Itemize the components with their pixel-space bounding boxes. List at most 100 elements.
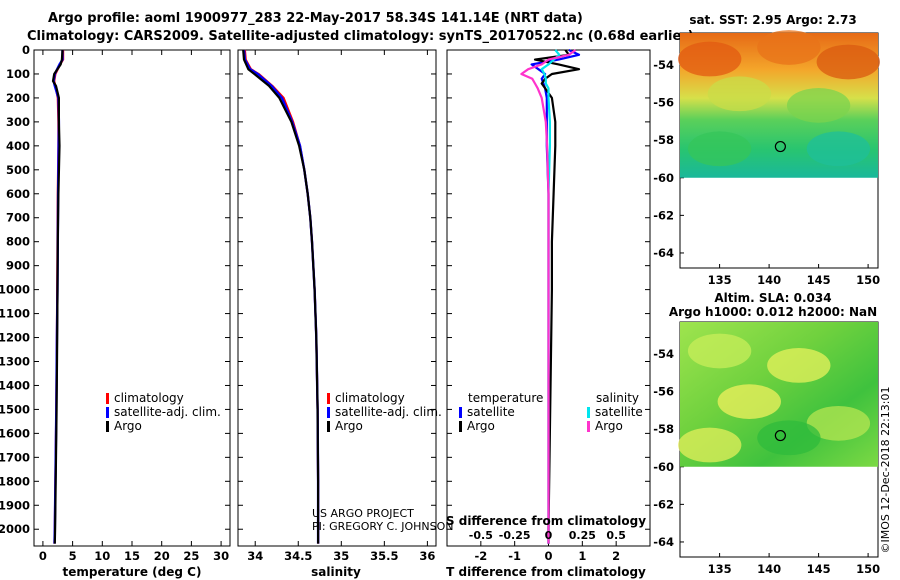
temperature-legend-satellite-swatch: [106, 407, 109, 418]
salinity-satellite-adj--clim--line: [242, 49, 320, 544]
depth-tick-label: 400: [6, 139, 30, 153]
profile-frame-1: [33, 49, 231, 547]
salinity-legend-satellite-label: satellite-adj. clim.: [335, 405, 442, 419]
sla-map-texture: [767, 348, 831, 383]
difference-legend-s-satellite-swatch: [587, 407, 590, 418]
salinity-argo-line: [242, 49, 320, 544]
sla-map-texture: [717, 384, 781, 419]
temperature-legend-argo-swatch: [106, 421, 109, 432]
depth-tick-label: 1000: [0, 283, 30, 297]
temperature-legend-satellite-label: satellite-adj. clim.: [114, 405, 221, 419]
sla-map-lat-tick-label: -62: [653, 497, 674, 511]
temperature-x-tick-label: 15: [124, 549, 140, 563]
depth-tick-label: 1900: [0, 498, 30, 512]
pi-annotation: PI: GREGORY C. JOHNSON: [312, 520, 453, 533]
depth-tick-label: 0: [22, 43, 30, 57]
depth-tick-label: 900: [6, 259, 30, 273]
salinity-legend-satellite-swatch: [327, 407, 330, 418]
sst-map-texture: [806, 131, 871, 167]
difference-t-tick-label: 2: [612, 549, 620, 563]
climatology-title: Climatology: CARS2009. Satellite-adjuste…: [27, 29, 694, 44]
sst-map-texture: [757, 30, 821, 65]
sla-map-texture: [757, 420, 821, 456]
sla-map-title-2: Argo h1000: 0.012 h2000: NaN: [669, 305, 877, 319]
sst-map-texture: [678, 41, 742, 77]
legend-salinity-title: salinity: [596, 391, 639, 405]
temperature-argo-line: [51, 49, 64, 544]
depth-tick-label: 100: [6, 67, 30, 81]
sst-map-texture: [816, 44, 880, 80]
legend-temperature-title: temperature: [468, 391, 543, 405]
difference-legend-t-satellite-label: satellite: [467, 405, 515, 419]
sst-map-lat-tick-label: -58: [653, 133, 674, 147]
depth-tick-label: 600: [6, 187, 30, 201]
sst-map-lon-tick-label: 140: [757, 273, 781, 287]
temperature-x-tick-label: 10: [94, 549, 110, 563]
difference-s-tick-label: -0.5: [469, 529, 493, 542]
salinity-x-tick-label: 36: [419, 549, 435, 563]
sst-map-texture: [786, 88, 851, 123]
depth-tick-label: 1200: [0, 331, 30, 345]
sla-map-lat-tick-label: -54: [653, 347, 674, 361]
sla-map-texture: [806, 405, 871, 441]
difference-s-tick-label: -0.25: [499, 529, 531, 542]
difference-s-tick-label: 0.5: [606, 529, 626, 542]
difference-top-xlabel: S difference from climatology: [446, 514, 646, 528]
profile-frame-2: [237, 49, 437, 547]
sla-map-lat-tick-label: -64: [653, 535, 674, 549]
temperature-x-tick-label: 25: [183, 549, 199, 563]
depth-tick-label: 800: [6, 235, 30, 249]
salinity-x-tick-label: 35: [333, 549, 349, 563]
temperature-xlabel: temperature (deg C): [63, 565, 202, 579]
salinity-x-tick-label: 34.5: [284, 549, 312, 563]
sst-map-lon-tick-label: 135: [708, 273, 732, 287]
sst-map-lat-tick-label: -60: [653, 171, 674, 185]
difference-s-tick-label: 0.25: [569, 529, 596, 542]
sst-map-texture: [707, 76, 772, 112]
sla-map-lat-tick-label: -60: [653, 460, 674, 474]
difference-s-tick-label: 0: [545, 529, 553, 542]
sla-map-title-1: Altim. SLA: 0.034: [714, 291, 831, 305]
difference-legend-t-satellite-swatch: [459, 407, 462, 418]
sla-map-texture: [687, 333, 752, 369]
salinity-legend-argo-label: Argo: [335, 419, 363, 433]
sla-map-lon-tick-label: 150: [856, 562, 880, 576]
salinity-legend-climatology-label: climatology: [335, 391, 405, 405]
depth-tick-label: 300: [6, 115, 30, 129]
depth-tick-label: 200: [6, 91, 30, 105]
depth-tick-label: 1500: [0, 402, 30, 416]
depth-tick-label: 700: [6, 211, 30, 225]
depth-tick-label: 1300: [0, 354, 30, 368]
difference-xlabel: T difference from climatology: [446, 565, 646, 579]
imos-timestamp: ©IMOS 12-Dec-2018 22:13:01: [879, 387, 892, 554]
salinity-legend-climatology-swatch: [327, 393, 330, 404]
sla-map-lon-tick-label: 145: [807, 562, 831, 576]
depth-tick-label: 1400: [0, 378, 30, 392]
sla-map-texture: [678, 427, 742, 463]
difference-s-argo-line: [520, 49, 577, 544]
difference-legend-t-argo-label: Argo: [467, 419, 495, 433]
salinity-xlabel: salinity: [311, 565, 361, 579]
sst-map-lat-tick-label: -56: [653, 96, 674, 110]
temperature-legend-climatology-swatch: [106, 393, 109, 404]
temperature-legend-argo-label: Argo: [114, 419, 142, 433]
temperature-x-tick-label: 0: [39, 549, 47, 563]
difference-t-argo-line: [533, 49, 581, 544]
sst-map-lat-tick-label: -62: [653, 208, 674, 222]
depth-tick-label: 500: [6, 163, 30, 177]
depth-tick-label: 1100: [0, 307, 30, 321]
difference-t-tick-label: 1: [578, 549, 586, 563]
sla-map-lat-tick-label: -58: [653, 422, 674, 436]
difference-legend-s-argo-swatch: [587, 421, 590, 432]
salinity-climatology-line: [243, 49, 320, 544]
difference-legend-s-argo-label: Argo: [595, 419, 623, 433]
sst-map-argo-location-marker: [774, 140, 786, 153]
salinity-x-tick-label: 35.5: [370, 549, 398, 563]
sla-map-lon-tick-label: 135: [708, 562, 732, 576]
sla-map-argo-location-marker: [774, 429, 786, 442]
depth-tick-label: 2000: [0, 522, 30, 536]
difference-t-tick-label: -2: [474, 549, 487, 563]
temperature-x-tick-label: 30: [213, 549, 229, 563]
temperature-legend-climatology-label: climatology: [114, 391, 184, 405]
